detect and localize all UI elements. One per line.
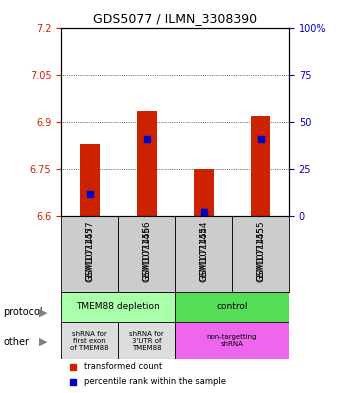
Title: GDS5077 / ILMN_3308390: GDS5077 / ILMN_3308390 — [93, 12, 257, 25]
Bar — [137, 111, 157, 217]
Text: GSM1071457: GSM1071457 — [85, 226, 94, 282]
Text: ▶: ▶ — [39, 337, 48, 347]
Text: GSM1071454: GSM1071454 — [199, 226, 208, 282]
FancyBboxPatch shape — [61, 292, 175, 321]
Text: percentile rank within the sample: percentile rank within the sample — [84, 377, 226, 386]
Bar — [193, 169, 214, 217]
Text: other: other — [3, 337, 29, 347]
Text: GSM1071456: GSM1071456 — [142, 220, 151, 281]
Text: protocol: protocol — [3, 307, 43, 318]
Text: shRNA for
first exon
of TMEM88: shRNA for first exon of TMEM88 — [70, 331, 109, 351]
Text: transformed count: transformed count — [84, 362, 162, 371]
Text: GSM1071456: GSM1071456 — [142, 226, 151, 282]
Bar — [251, 116, 271, 217]
Text: GSM1071455: GSM1071455 — [256, 220, 265, 281]
FancyBboxPatch shape — [175, 292, 289, 321]
FancyBboxPatch shape — [232, 217, 289, 292]
Text: GSM1071457: GSM1071457 — [85, 220, 94, 281]
FancyBboxPatch shape — [175, 217, 232, 292]
Text: non-targetting
shRNA: non-targetting shRNA — [207, 334, 257, 347]
FancyBboxPatch shape — [175, 321, 289, 359]
Text: shRNA for
3'UTR of
TMEM88: shRNA for 3'UTR of TMEM88 — [129, 331, 164, 351]
FancyBboxPatch shape — [118, 321, 175, 359]
FancyBboxPatch shape — [61, 217, 118, 292]
FancyBboxPatch shape — [118, 217, 175, 292]
Bar — [80, 144, 100, 217]
Text: GSM1071455: GSM1071455 — [256, 226, 265, 282]
FancyBboxPatch shape — [61, 321, 118, 359]
Text: TMEM88 depletion: TMEM88 depletion — [76, 302, 160, 311]
Text: ▶: ▶ — [39, 307, 48, 318]
Text: GSM1071454: GSM1071454 — [199, 220, 208, 281]
Text: control: control — [216, 302, 248, 311]
